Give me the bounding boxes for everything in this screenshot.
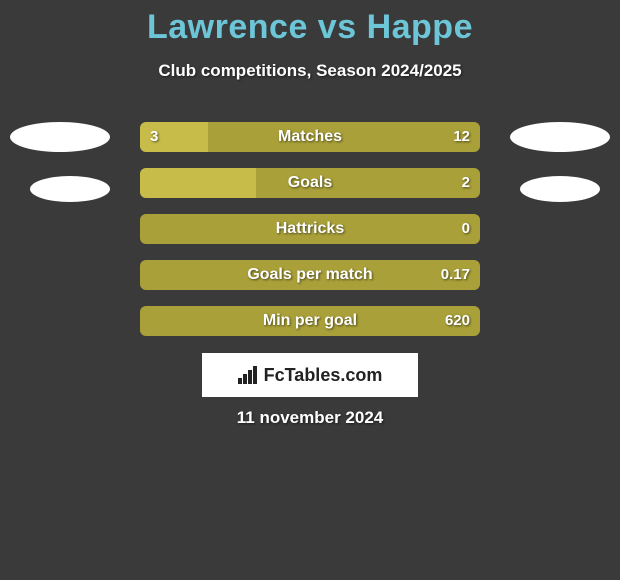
stat-right-value: 0.17	[441, 260, 470, 290]
brand-text: FcTables.com	[264, 365, 383, 386]
stat-label: Goals per match	[140, 260, 480, 290]
team-right-avatar-placeholder	[520, 176, 600, 202]
comparison-widget: Lawrence vs Happe Club competitions, Sea…	[0, 0, 620, 580]
stat-right-value: 12	[453, 122, 470, 152]
stat-label: Matches	[140, 122, 480, 152]
stat-label: Min per goal	[140, 306, 480, 336]
date-label: 11 november 2024	[0, 408, 620, 428]
player-right-avatar-placeholder	[510, 122, 610, 152]
stat-row: Goals per match 0.17	[140, 260, 480, 290]
player-left-avatar-placeholder	[10, 122, 110, 152]
stat-row: Goals 2	[140, 168, 480, 198]
subtitle: Club competitions, Season 2024/2025	[0, 61, 620, 81]
stat-row: 3 Matches 12	[140, 122, 480, 152]
stat-right-value: 0	[462, 214, 470, 244]
stat-right-value: 620	[445, 306, 470, 336]
stat-right-value: 2	[462, 168, 470, 198]
stats-bars: 3 Matches 12 Goals 2 Hattricks 0 Goals p…	[140, 122, 480, 352]
brand-link[interactable]: FcTables.com	[202, 353, 418, 397]
stat-row: Min per goal 620	[140, 306, 480, 336]
stat-label: Hattricks	[140, 214, 480, 244]
fctables-bars-icon	[238, 366, 258, 384]
stat-label: Goals	[140, 168, 480, 198]
page-title: Lawrence vs Happe	[0, 0, 620, 47]
team-left-avatar-placeholder	[30, 176, 110, 202]
stat-row: Hattricks 0	[140, 214, 480, 244]
